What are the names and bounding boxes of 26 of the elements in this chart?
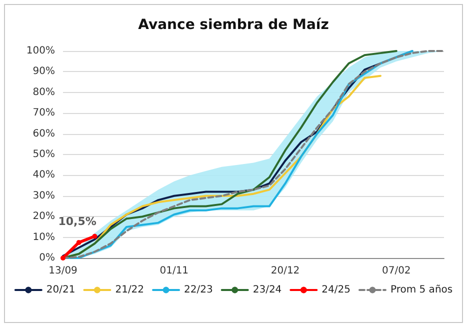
- point: [76, 240, 82, 245]
- legend-label: 20/21: [46, 284, 76, 296]
- x-tick-label: 01/11: [160, 266, 189, 276]
- chart-title: Avance siembra de Maíz: [138, 17, 329, 33]
- legend-label: 22/23: [184, 284, 213, 296]
- y-tick-label: 60%: [32, 128, 55, 140]
- y-tick-label: 0%: [39, 252, 55, 264]
- y-tick-label: 70%: [32, 108, 55, 119]
- y-tick-label: 90%: [32, 66, 55, 78]
- y-tick-label: 100%: [26, 46, 55, 56]
- y-tick-label: 20%: [32, 211, 55, 222]
- x-tick-label: 20/12: [270, 266, 300, 276]
- legend-label: Prom 5 años: [390, 284, 453, 296]
- legend-label: 21/22: [115, 284, 144, 296]
- y-tick-label: 50%: [32, 149, 55, 160]
- legend-label: 23/24: [252, 284, 282, 296]
- y-tick-label: 40%: [32, 170, 55, 181]
- point: [92, 234, 98, 239]
- x-tick-label: 13/09: [48, 266, 78, 276]
- x-tick-label: 07/02: [382, 266, 411, 276]
- y-tick-label: 30%: [32, 190, 55, 202]
- data-label: 10,5%: [58, 214, 96, 228]
- legend-label: 24/25: [322, 284, 350, 296]
- y-tick-label: 80%: [32, 86, 55, 98]
- y-tick-label: 10%: [32, 232, 55, 243]
- point: [60, 256, 66, 260]
